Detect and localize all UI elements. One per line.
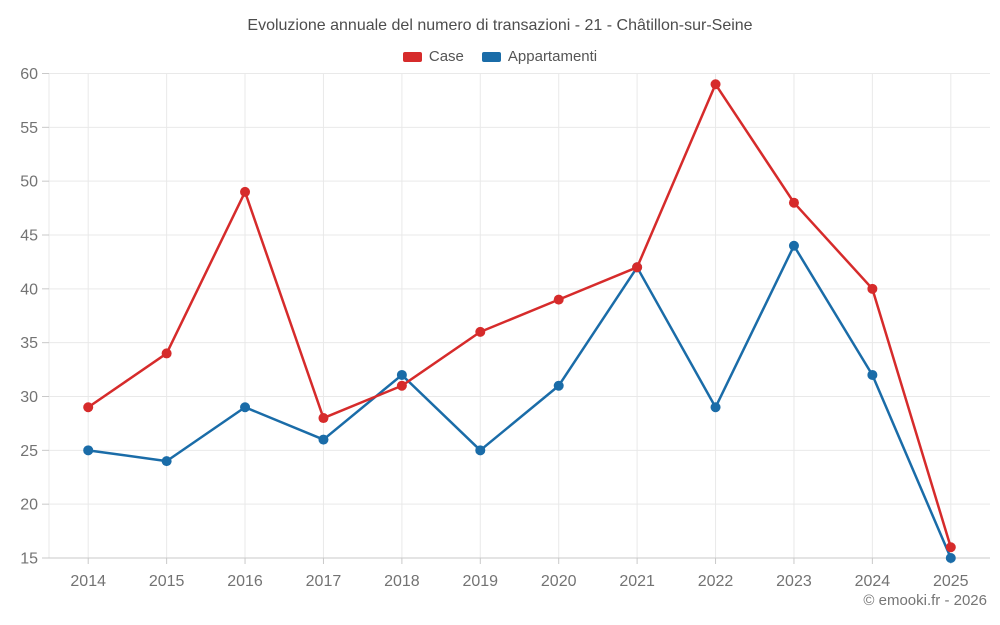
y-tick-label: 40 bbox=[20, 281, 38, 298]
x-tick-label: 2022 bbox=[698, 573, 734, 590]
data-point-case-2020[interactable] bbox=[553, 294, 564, 305]
y-tick-label: 45 bbox=[20, 228, 38, 245]
legend-swatch-case bbox=[402, 51, 422, 62]
legend-label-case: Case bbox=[428, 48, 464, 65]
data-point-case-2019[interactable] bbox=[475, 326, 486, 337]
data-point-case-2023[interactable] bbox=[788, 197, 799, 208]
y-tick-label: 50 bbox=[20, 174, 38, 191]
data-point-appartamenti-2022[interactable] bbox=[710, 402, 721, 413]
y-axis: 15 20 25 30 35 40 45 50 55 60 bbox=[20, 66, 49, 568]
series-case bbox=[83, 79, 956, 553]
data-point-case-2015[interactable] bbox=[161, 348, 172, 359]
data-point-case-2017[interactable] bbox=[318, 413, 329, 424]
x-tick-label: 2024 bbox=[855, 573, 891, 590]
data-point-appartamenti-2015[interactable] bbox=[161, 456, 172, 467]
data-point-case-2022[interactable] bbox=[710, 79, 721, 90]
x-tick-label: 2017 bbox=[306, 573, 342, 590]
gridlines bbox=[48, 73, 990, 559]
data-point-case-2025[interactable] bbox=[945, 542, 956, 553]
data-point-case-2024[interactable] bbox=[867, 283, 878, 294]
legend-label-appartamenti: Appartamenti bbox=[507, 48, 598, 65]
x-tick-label: 2023 bbox=[776, 573, 812, 590]
data-point-appartamenti-2016[interactable] bbox=[240, 402, 251, 413]
x-tick-label: 2018 bbox=[384, 573, 420, 590]
legend-item-appartamenti[interactable]: Appartamenti bbox=[481, 48, 598, 65]
series-line-appartamenti bbox=[86, 244, 953, 560]
y-tick-label: 35 bbox=[20, 335, 38, 352]
chart-title: Evoluzione annuale del numero di transaz… bbox=[247, 17, 753, 34]
y-tick-label: 20 bbox=[20, 497, 38, 514]
data-point-appartamenti-2014[interactable] bbox=[83, 445, 94, 456]
x-axis: 2014 2015 2016 2017 2018 2019 2020 2021 2022 2023… bbox=[70, 558, 969, 590]
x-tick-label: 2016 bbox=[227, 573, 263, 590]
y-tick-label: 30 bbox=[20, 389, 38, 406]
x-tick-label: 2019 bbox=[462, 573, 498, 590]
legend-item-case[interactable]: Case bbox=[402, 48, 464, 65]
data-point-appartamenti-2019[interactable] bbox=[475, 445, 486, 456]
copyright-watermark: © emooki.fr - 2026 bbox=[863, 592, 987, 609]
x-tick-label: 2015 bbox=[149, 573, 185, 590]
x-tick-label: 2014 bbox=[70, 573, 106, 590]
y-tick-label: 15 bbox=[20, 551, 38, 568]
data-point-case-2021[interactable] bbox=[632, 262, 643, 273]
y-tick-label: 60 bbox=[20, 66, 38, 83]
series-line-case bbox=[86, 83, 953, 549]
data-point-case-2018[interactable] bbox=[396, 380, 407, 391]
y-tick-label: 55 bbox=[20, 120, 38, 137]
legend: Case Appartamenti bbox=[0, 48, 1000, 65]
data-point-appartamenti-2018[interactable] bbox=[396, 369, 407, 380]
x-tick-label: 2020 bbox=[541, 573, 577, 590]
y-tick-label: 25 bbox=[20, 443, 38, 460]
data-point-appartamenti-2020[interactable] bbox=[553, 380, 564, 391]
data-point-appartamenti-2023[interactable] bbox=[788, 240, 799, 251]
legend-swatch-appartamenti bbox=[481, 51, 501, 62]
series-appartamenti bbox=[83, 240, 956, 563]
data-point-case-2014[interactable] bbox=[83, 402, 94, 413]
data-point-case-2016[interactable] bbox=[240, 186, 251, 197]
data-point-appartamenti-2025[interactable] bbox=[945, 553, 956, 563]
x-tick-label: 2021 bbox=[619, 573, 655, 590]
data-point-appartamenti-2017[interactable] bbox=[318, 434, 329, 445]
data-point-appartamenti-2024[interactable] bbox=[867, 369, 878, 380]
x-tick-label: 2025 bbox=[933, 573, 969, 590]
